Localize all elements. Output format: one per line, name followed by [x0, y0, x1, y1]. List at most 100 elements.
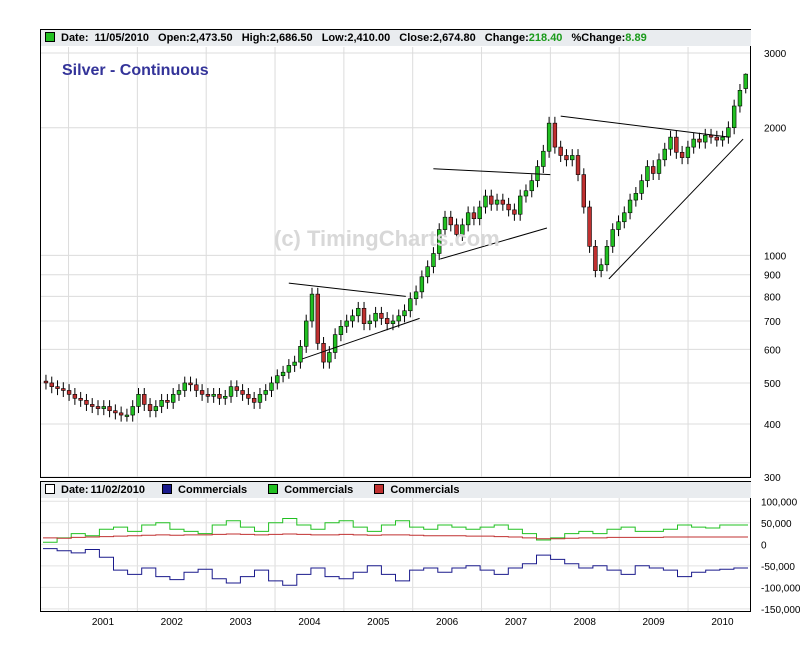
candle: [442, 216, 448, 230]
upper-grid: [41, 47, 750, 478]
trendline: [288, 282, 406, 297]
commercials-line-green: [43, 518, 748, 543]
candle: [373, 312, 378, 322]
candle: [431, 253, 436, 268]
candle: [662, 148, 667, 161]
header-close: 2,674.80: [432, 32, 476, 44]
candle: [454, 224, 459, 235]
candle: [419, 276, 425, 293]
lower-grid: [41, 483, 750, 611]
year-tick-label: 2006: [436, 617, 459, 628]
candle: [280, 371, 286, 377]
candle: [257, 394, 263, 403]
candle: [95, 406, 101, 409]
year-tick-label: 2004: [298, 617, 321, 628]
header-low: 2,410.00: [347, 32, 391, 44]
price-tick-label: 2000: [764, 124, 787, 135]
candle: [546, 122, 552, 152]
candle: [55, 386, 60, 389]
price-tick-label: 600: [764, 345, 781, 356]
candle: [581, 174, 586, 208]
candle: [402, 310, 407, 317]
candle: [170, 394, 176, 403]
candle: [298, 346, 303, 363]
candle: [356, 307, 361, 317]
candle: [731, 105, 737, 128]
price-tick-label: 700: [764, 317, 781, 328]
candle: [78, 397, 83, 401]
candle: [159, 400, 164, 407]
legend-commercials-blue: Commercials: [178, 484, 248, 496]
candle: [622, 212, 627, 223]
date-swatch: [45, 484, 55, 494]
candle: [489, 195, 494, 205]
price-header: Date: 11/05/2010 Open:2,473.50 High:2,686…: [41, 30, 751, 46]
commercials-tick-label: 50,000: [761, 519, 792, 530]
legend-swatch-green: [268, 484, 279, 494]
year-tick-label: 2001: [92, 617, 115, 628]
trendline: [302, 317, 420, 360]
lower-header-date: 11/02/2010: [90, 484, 145, 496]
commercials-tick-label: 100,000: [761, 497, 798, 508]
candle: [194, 384, 199, 391]
candle: [494, 199, 500, 205]
candle: [668, 136, 673, 150]
year-tick-label: 2003: [229, 617, 252, 628]
candle: [217, 394, 222, 399]
candle: [685, 146, 691, 158]
candle: [199, 390, 205, 395]
commercials-lines: [43, 518, 748, 586]
legend-swatch-blue: [162, 484, 173, 494]
candle: [564, 155, 569, 161]
candle: [541, 150, 546, 167]
candle: [604, 246, 610, 266]
candle: [176, 390, 182, 395]
trendline: [433, 168, 551, 176]
price-swatch: [45, 32, 55, 42]
candle: [645, 166, 650, 181]
candle: [523, 190, 529, 197]
candle: [512, 209, 517, 215]
candle: [726, 127, 731, 138]
candle: [211, 394, 216, 397]
candle: [396, 315, 401, 322]
candle: [205, 394, 211, 397]
year-tick-label: 2009: [643, 617, 666, 628]
candle: [286, 365, 292, 373]
candle: [413, 291, 419, 300]
candle: [552, 122, 558, 148]
price-tick-label: 800: [764, 292, 781, 303]
candle: [610, 229, 615, 247]
candle: [529, 180, 534, 192]
candle: [674, 136, 679, 153]
candle: [408, 298, 413, 312]
candle: [425, 266, 430, 278]
price-axis-ticks: 3000 2000 1000 900 800 700 600 500 400 300: [764, 49, 787, 484]
price-tick-label: 500: [764, 379, 781, 390]
header-high: 2,686.50: [269, 32, 313, 44]
candle: [153, 406, 159, 412]
candle: [304, 320, 309, 347]
legend-commercials-red: Commercials: [390, 484, 460, 496]
candle: [251, 397, 257, 403]
year-tick-label: 2008: [574, 617, 597, 628]
candle: [130, 406, 135, 416]
year-tick-label: 2002: [161, 617, 184, 628]
candle: [228, 386, 234, 397]
candle: [506, 203, 511, 211]
candle: [714, 136, 720, 141]
candle: [697, 138, 702, 143]
candle: [72, 394, 78, 399]
candle: [627, 199, 633, 214]
candle: [465, 212, 471, 226]
candle: [570, 155, 575, 161]
candle: [118, 412, 124, 416]
candle: [587, 206, 592, 247]
candle: [384, 318, 390, 324]
candle: [142, 394, 147, 405]
candle: [240, 390, 245, 395]
trendlines: [288, 115, 744, 360]
candle: [656, 159, 662, 174]
